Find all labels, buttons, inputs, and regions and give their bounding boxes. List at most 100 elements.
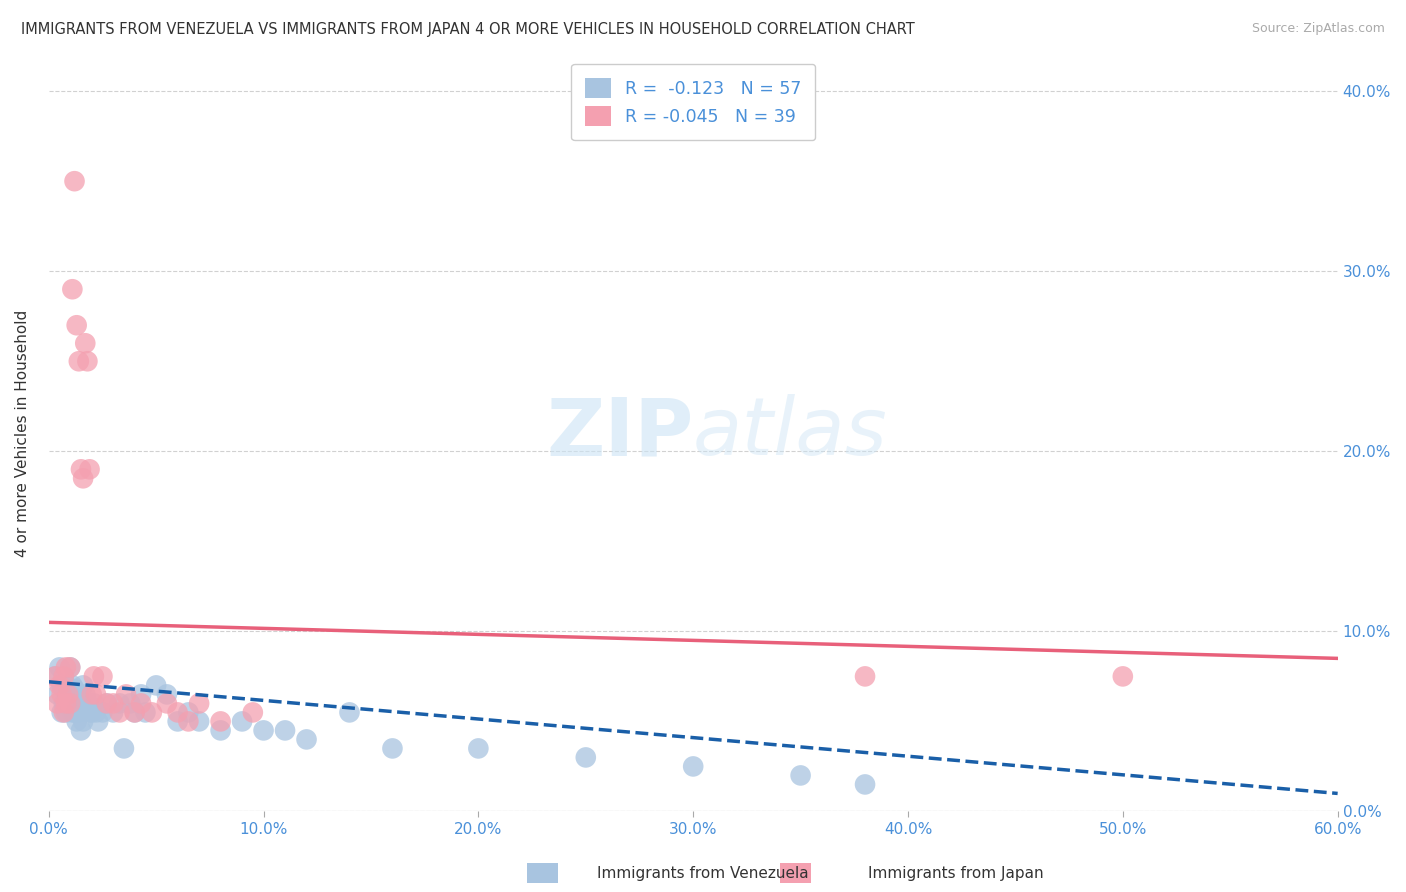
Point bbox=[51, 687, 73, 701]
Point bbox=[682, 759, 704, 773]
Point bbox=[853, 669, 876, 683]
Point bbox=[129, 687, 152, 701]
Point bbox=[115, 687, 138, 701]
Point bbox=[853, 777, 876, 791]
Point bbox=[56, 687, 79, 701]
Point bbox=[295, 732, 318, 747]
Point bbox=[134, 706, 156, 720]
Point bbox=[124, 706, 146, 720]
Point bbox=[467, 741, 489, 756]
Text: Source: ZipAtlas.com: Source: ZipAtlas.com bbox=[1251, 22, 1385, 36]
Point bbox=[108, 697, 131, 711]
Point bbox=[575, 750, 598, 764]
Point bbox=[91, 669, 114, 683]
Point bbox=[84, 706, 107, 720]
Point bbox=[274, 723, 297, 738]
Point bbox=[72, 471, 94, 485]
Point bbox=[63, 174, 86, 188]
Point bbox=[72, 678, 94, 692]
Text: ZIP: ZIP bbox=[546, 394, 693, 472]
Point bbox=[70, 697, 93, 711]
Point bbox=[96, 697, 118, 711]
Point bbox=[55, 660, 77, 674]
Point bbox=[55, 706, 77, 720]
Point bbox=[91, 706, 114, 720]
Point bbox=[108, 706, 131, 720]
Point bbox=[46, 687, 69, 701]
Point bbox=[84, 687, 107, 701]
Point bbox=[83, 669, 105, 683]
Point bbox=[59, 697, 82, 711]
Point bbox=[124, 706, 146, 720]
Point bbox=[80, 706, 103, 720]
Point bbox=[120, 697, 142, 711]
Point bbox=[60, 282, 83, 296]
Point bbox=[52, 706, 75, 720]
Point bbox=[63, 681, 86, 696]
Point bbox=[145, 678, 167, 692]
Point bbox=[51, 678, 73, 692]
Point bbox=[177, 714, 200, 729]
Y-axis label: 4 or more Vehicles in Household: 4 or more Vehicles in Household bbox=[15, 310, 30, 557]
Point bbox=[1112, 669, 1135, 683]
Point bbox=[76, 697, 98, 711]
Point bbox=[63, 706, 86, 720]
Point bbox=[188, 714, 211, 729]
Point bbox=[67, 354, 90, 368]
Point bbox=[141, 706, 163, 720]
Point bbox=[87, 714, 110, 729]
Point bbox=[103, 697, 125, 711]
Text: Immigrants from Venezuela: Immigrants from Venezuela bbox=[598, 866, 808, 881]
Point bbox=[76, 354, 98, 368]
Legend: R =  -0.123   N = 57, R = -0.045   N = 39: R = -0.123 N = 57, R = -0.045 N = 39 bbox=[571, 64, 815, 140]
Point bbox=[242, 706, 264, 720]
Point bbox=[55, 697, 77, 711]
Point bbox=[48, 678, 70, 692]
Point bbox=[66, 714, 89, 729]
Point bbox=[52, 697, 75, 711]
Point bbox=[231, 714, 253, 729]
Point bbox=[70, 723, 93, 738]
Point bbox=[83, 697, 105, 711]
Point bbox=[75, 336, 97, 351]
Point bbox=[166, 714, 188, 729]
Point bbox=[55, 678, 77, 692]
Point bbox=[129, 697, 152, 711]
Point bbox=[59, 660, 82, 674]
Point bbox=[79, 462, 101, 476]
Point bbox=[60, 678, 83, 692]
Point bbox=[381, 741, 404, 756]
Point bbox=[66, 687, 89, 701]
Point bbox=[156, 687, 179, 701]
Point bbox=[339, 706, 361, 720]
Point bbox=[60, 706, 83, 720]
Point bbox=[70, 462, 93, 476]
Point bbox=[46, 697, 69, 711]
Point bbox=[156, 697, 179, 711]
Text: Immigrants from Japan: Immigrants from Japan bbox=[869, 866, 1043, 881]
Point bbox=[112, 741, 135, 756]
Point bbox=[52, 669, 75, 683]
Text: atlas: atlas bbox=[693, 394, 889, 472]
Point bbox=[103, 706, 125, 720]
Point bbox=[252, 723, 274, 738]
Point bbox=[79, 706, 101, 720]
Point bbox=[166, 706, 188, 720]
Point bbox=[188, 697, 211, 711]
Point bbox=[67, 706, 90, 720]
Point bbox=[56, 687, 79, 701]
Point bbox=[51, 706, 73, 720]
Point bbox=[52, 669, 75, 683]
Point bbox=[209, 714, 232, 729]
Point bbox=[48, 660, 70, 674]
Point bbox=[59, 697, 82, 711]
Point bbox=[80, 687, 103, 701]
Point bbox=[209, 723, 232, 738]
Point bbox=[177, 706, 200, 720]
Point bbox=[96, 697, 118, 711]
Point bbox=[75, 687, 97, 701]
Point bbox=[44, 669, 66, 683]
Point bbox=[72, 714, 94, 729]
Point bbox=[59, 660, 82, 674]
Point bbox=[44, 669, 66, 683]
